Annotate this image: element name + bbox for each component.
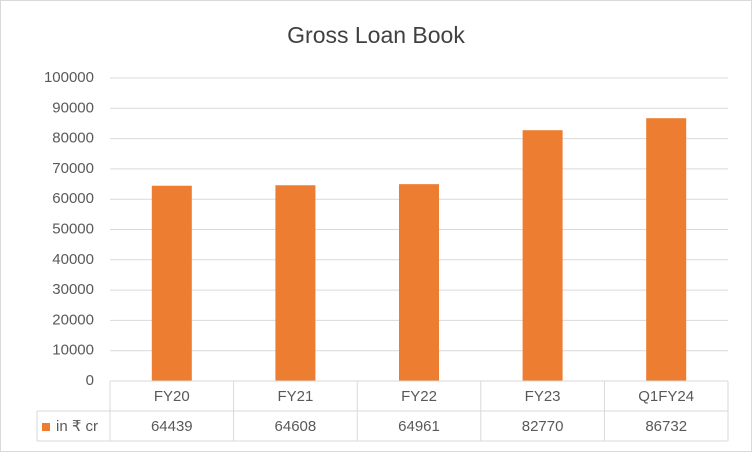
table-value: 64439 [151,418,193,435]
legend-key [42,423,50,431]
table-value: 86732 [645,418,687,435]
bar [151,185,192,381]
y-tick-label: 90000 [52,99,94,116]
x-tick-label: FY22 [401,388,437,405]
x-tick-label: Q1FY24 [638,388,694,405]
table-value: 82770 [522,418,564,435]
bar [399,184,439,381]
y-tick-label: 20000 [52,311,94,328]
y-tick-label: 0 [86,372,94,389]
y-tick-label: 60000 [52,190,94,207]
y-tick-label: 100000 [44,69,94,86]
y-tick-label: 80000 [52,130,94,147]
bar [275,185,316,381]
y-tick-label: 30000 [52,281,94,298]
table-value: 64961 [398,418,440,435]
y-tick-label: 70000 [52,160,94,177]
y-tick-label: 10000 [52,342,94,359]
chart-title: Gross Loan Book [287,22,465,48]
table-value: 64608 [275,418,317,435]
y-tick-label: 50000 [52,220,94,237]
bar [646,118,687,382]
y-tick-label: 40000 [52,251,94,268]
x-tick-label: FY23 [525,388,561,405]
x-tick-label: FY21 [277,388,313,405]
bar [522,130,563,381]
legend-label: in ₹ cr [56,418,98,435]
x-tick-label: FY20 [154,388,190,405]
